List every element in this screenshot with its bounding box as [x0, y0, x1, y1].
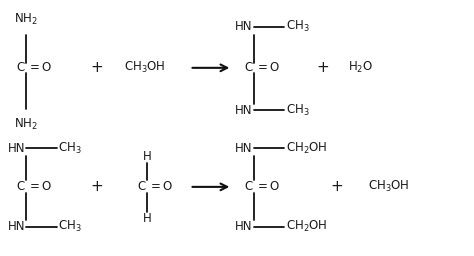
Text: NH$_2$: NH$_2$ [14, 116, 38, 132]
Text: HN: HN [8, 220, 25, 233]
Text: CH$_3$OH: CH$_3$OH [368, 179, 410, 194]
Text: C: C [245, 180, 253, 193]
Text: CH$_3$: CH$_3$ [58, 219, 82, 234]
Text: C: C [17, 61, 25, 74]
Text: CH$_3$: CH$_3$ [58, 141, 82, 156]
Text: H: H [143, 212, 151, 225]
Text: +: + [91, 179, 103, 194]
Text: $=$O: $=$O [27, 61, 52, 74]
Text: CH$_3$: CH$_3$ [286, 103, 310, 118]
Text: CH$_2$OH: CH$_2$OH [286, 141, 328, 156]
Text: HN: HN [235, 142, 253, 155]
Text: $=$O: $=$O [148, 180, 173, 193]
Text: CH$_2$OH: CH$_2$OH [286, 219, 328, 234]
Text: +: + [91, 60, 103, 75]
Text: HN: HN [235, 104, 253, 116]
Text: CH$_3$: CH$_3$ [286, 19, 310, 34]
Text: H: H [143, 150, 151, 163]
Text: H$_2$O: H$_2$O [347, 60, 373, 75]
Text: HN: HN [235, 20, 253, 33]
Text: $=$O: $=$O [255, 180, 280, 193]
Text: C: C [245, 61, 253, 74]
Text: $=$O: $=$O [27, 180, 52, 193]
Text: C: C [138, 180, 146, 193]
Text: HN: HN [8, 142, 25, 155]
Text: CH$_3$OH: CH$_3$OH [124, 60, 165, 75]
Text: NH$_2$: NH$_2$ [14, 12, 38, 27]
Text: +: + [330, 179, 343, 194]
Text: C: C [17, 180, 25, 193]
Text: $=$O: $=$O [255, 61, 280, 74]
Text: +: + [316, 60, 328, 75]
Text: HN: HN [235, 220, 253, 233]
